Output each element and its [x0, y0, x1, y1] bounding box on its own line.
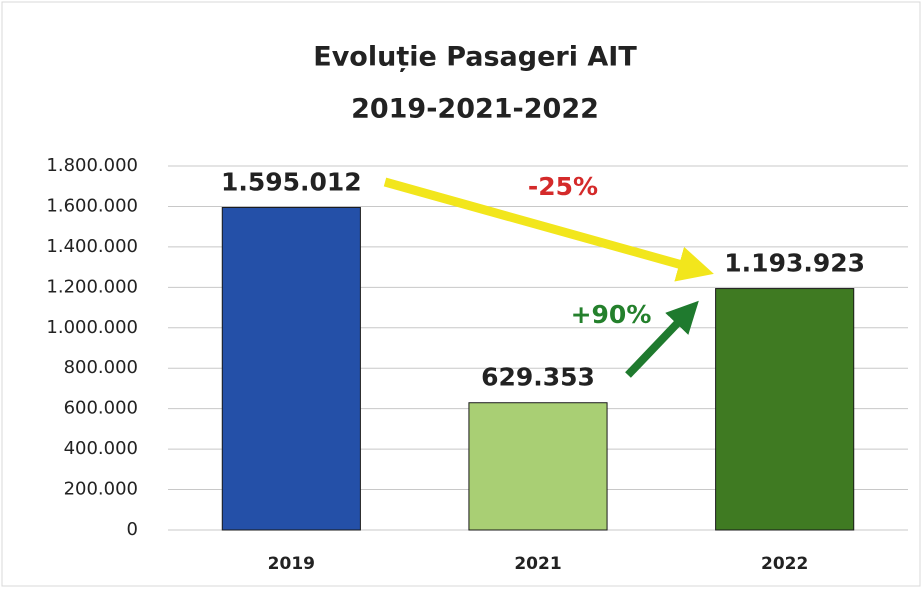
y-tick-label: 400.000 — [64, 438, 138, 459]
chart-title: Evoluție Pasageri AIT — [313, 42, 637, 73]
y-tick-label: 200.000 — [64, 479, 138, 500]
increase-arrow — [625, 300, 699, 378]
y-tick-label: 1.200.000 — [46, 276, 138, 297]
y-tick-label: 1.000.000 — [46, 317, 138, 338]
x-tick-label: 2021 — [514, 554, 561, 574]
x-tick-label: 2019 — [268, 554, 315, 574]
bar — [715, 288, 855, 531]
value-label: 1.595.012 — [221, 167, 362, 196]
annotation: -25% — [528, 172, 598, 201]
y-tick-label: 1.600.000 — [46, 195, 138, 216]
y-tick-label: 800.000 — [64, 357, 138, 378]
chart-subtitle: 2019-2021-2022 — [351, 94, 599, 125]
bar — [221, 206, 361, 531]
value-label: 1.193.923 — [724, 249, 865, 278]
y-tick-label: 1.800.000 — [46, 155, 138, 176]
x-tick-label: 2022 — [761, 554, 808, 574]
bar — [468, 402, 608, 531]
bars: 2019 1.595.012 2021 629.353 2022 1.193.923 — [221, 167, 865, 574]
decrease-arrow — [383, 177, 714, 282]
value-label: 629.353 — [481, 363, 595, 392]
y-tick-label: 600.000 — [64, 398, 138, 419]
y-tick-label: 1.400.000 — [46, 236, 138, 257]
y-tick-label: 0 — [127, 519, 138, 540]
annotation: +90% — [571, 300, 652, 329]
